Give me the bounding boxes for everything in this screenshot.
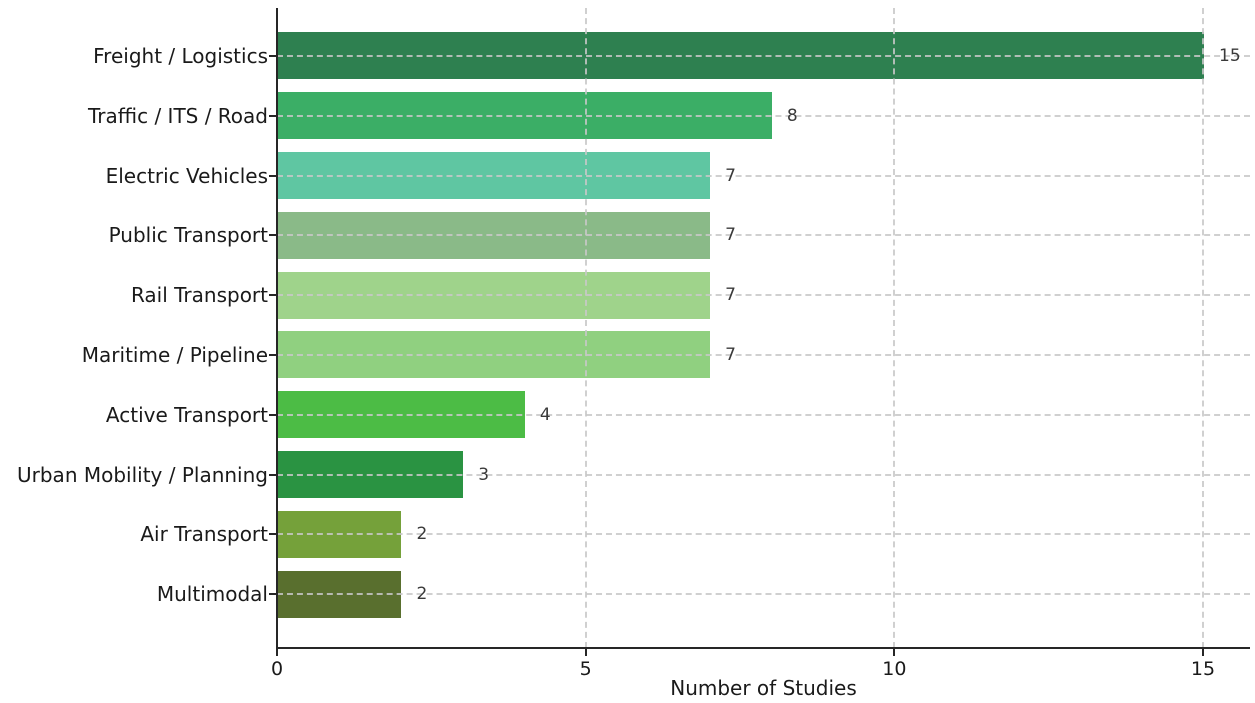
bar-value-label: 2 [416,524,428,545]
vertical-gridline [1202,8,1204,648]
horizontal-gridline [277,174,1250,177]
x-axis-label: Number of Studies [670,676,857,700]
category-label: Electric Vehicles [105,163,268,188]
x-tick-label: 5 [579,658,592,680]
bar-value-label: 15 [1219,45,1241,66]
x-axis-tick [584,648,587,656]
bar-value-label: 7 [725,344,736,365]
x-axis-tick [893,648,896,656]
bar-value-label: 2 [416,584,428,605]
category-label: Traffic / ITS / Road [88,103,268,128]
bar-value-label: 7 [725,285,736,306]
horizontal-gridline [277,114,1250,117]
y-axis-tick [269,353,277,356]
horizontal-gridline [277,353,1250,356]
horizontal-gridline [277,533,1250,536]
y-axis-tick [269,174,277,177]
x-tick-label: 0 [270,658,284,680]
bar-value-label: 7 [725,225,736,246]
y-axis-tick [269,473,277,476]
category-label: Maritime / Pipeline [81,342,268,367]
category-label: Active Transport [105,402,268,427]
horizontal-gridline [277,473,1250,476]
bar-value-label: 4 [539,404,551,425]
vertical-gridline [893,8,896,648]
x-tick-label: 10 [882,658,907,680]
x-tick-label: 15 [1190,658,1216,680]
category-label: Public Transport [108,223,268,248]
y-axis-tick [269,114,277,117]
category-label: Rail Transport [130,283,268,308]
y-axis-tick [269,294,277,297]
horizontal-gridline [277,593,1250,596]
category-label: Freight / Logistics [93,43,268,68]
horizontal-gridline [277,294,1250,297]
category-label: Urban Mobility / Planning [17,462,268,487]
horizontal-gridline [277,54,1250,57]
y-axis-tick [269,593,277,596]
bar-value-label: 3 [478,464,490,485]
bar-value-label: 8 [786,105,798,126]
x-axis-spine [276,647,1250,649]
category-label: Air Transport [140,522,268,547]
y-axis-tick [269,234,277,237]
bar-value-label: 7 [725,165,736,186]
y-axis-tick [269,413,277,416]
y-axis-tick [269,533,277,536]
x-axis-tick [1202,648,1204,656]
horizontal-gridline [277,234,1250,237]
vertical-gridline [584,8,587,648]
y-axis-spine [276,8,278,648]
y-axis-tick [269,54,277,57]
x-axis-tick [276,648,278,656]
category-label: Multimodal [156,582,268,607]
horizontal-gridline [277,413,1250,416]
